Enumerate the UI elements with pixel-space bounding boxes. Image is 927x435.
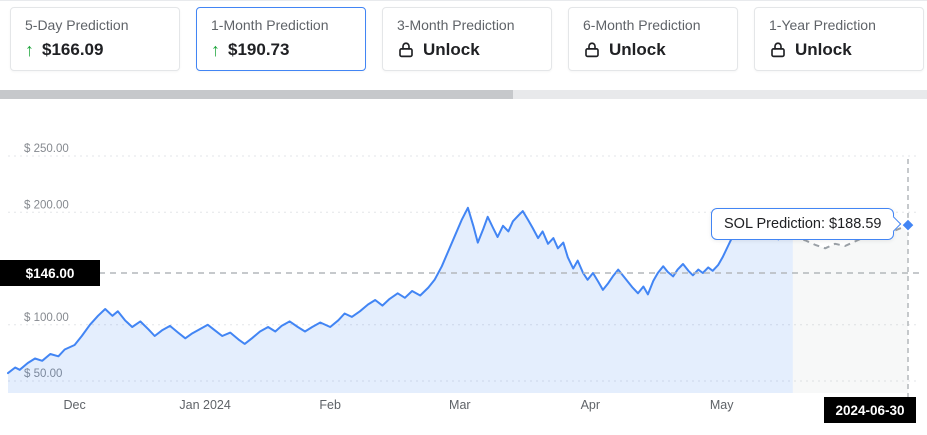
svg-text:Mar: Mar bbox=[449, 398, 471, 412]
svg-text:Apr: Apr bbox=[581, 398, 600, 412]
tab-value-row: Unlock bbox=[583, 40, 723, 60]
prediction-tabs: 5-Day Prediction ↑ $166.09 1-Month Predi… bbox=[10, 7, 924, 71]
tab-label: 6-Month Prediction bbox=[583, 17, 701, 33]
prediction-tooltip: SOL Prediction: $188.59 bbox=[711, 208, 895, 240]
tab-label: 1-Year Prediction bbox=[769, 17, 876, 33]
tab-value-row: Unlock bbox=[397, 40, 537, 60]
svg-text:$ 200.00: $ 200.00 bbox=[24, 199, 69, 211]
price-chart-canvas[interactable]: $ 250.00 $ 200.00 $ 100.00 $ 50.00 Dec Jan 20… bbox=[0, 121, 927, 435]
tab-5-day-prediction[interactable]: 5-Day Prediction ↑ $166.09 bbox=[10, 7, 180, 71]
svg-text:May: May bbox=[710, 398, 734, 412]
tab-value-row: ↑ $190.73 bbox=[211, 40, 351, 60]
lock-icon bbox=[769, 41, 787, 59]
tab-value: $166.09 bbox=[42, 40, 104, 59]
chart-scrollbar-thumb[interactable] bbox=[0, 90, 513, 99]
tab-value-row: Unlock bbox=[769, 40, 909, 60]
tab-value: Unlock bbox=[795, 40, 852, 59]
end-date-badge: 2024-06-30 bbox=[824, 397, 916, 423]
up-arrow-icon: ↑ bbox=[211, 40, 220, 60]
tab-label: 5-Day Prediction bbox=[25, 17, 129, 33]
svg-text:Feb: Feb bbox=[319, 398, 341, 412]
up-arrow-icon: ↑ bbox=[25, 40, 34, 60]
current-price-badge: $146.00 bbox=[0, 260, 100, 286]
lock-icon bbox=[583, 41, 601, 59]
tab-label: 3-Month Prediction bbox=[397, 17, 515, 33]
svg-text:$ 250.00: $ 250.00 bbox=[24, 143, 69, 155]
tab-value: $190.73 bbox=[228, 40, 290, 59]
tab-value: Unlock bbox=[423, 40, 480, 59]
tab-6-month-prediction[interactable]: 6-Month Prediction Unlock bbox=[568, 7, 738, 71]
chart-scrollbar-track[interactable] bbox=[0, 90, 927, 99]
svg-text:$ 50.00: $ 50.00 bbox=[24, 368, 62, 380]
svg-text:Jan 2024: Jan 2024 bbox=[179, 398, 230, 412]
tab-value: Unlock bbox=[609, 40, 666, 59]
lock-icon bbox=[397, 41, 415, 59]
tab-1-month-prediction[interactable]: 1-Month Prediction ↑ $190.73 bbox=[196, 7, 366, 71]
svg-text:Dec: Dec bbox=[63, 398, 85, 412]
tab-value-row: ↑ $166.09 bbox=[25, 40, 165, 60]
svg-text:$ 100.00: $ 100.00 bbox=[24, 312, 69, 324]
tab-1-year-prediction[interactable]: 1-Year Prediction Unlock bbox=[754, 7, 924, 71]
tab-label: 1-Month Prediction bbox=[211, 17, 329, 33]
tab-3-month-prediction[interactable]: 3-Month Prediction Unlock bbox=[382, 7, 552, 71]
